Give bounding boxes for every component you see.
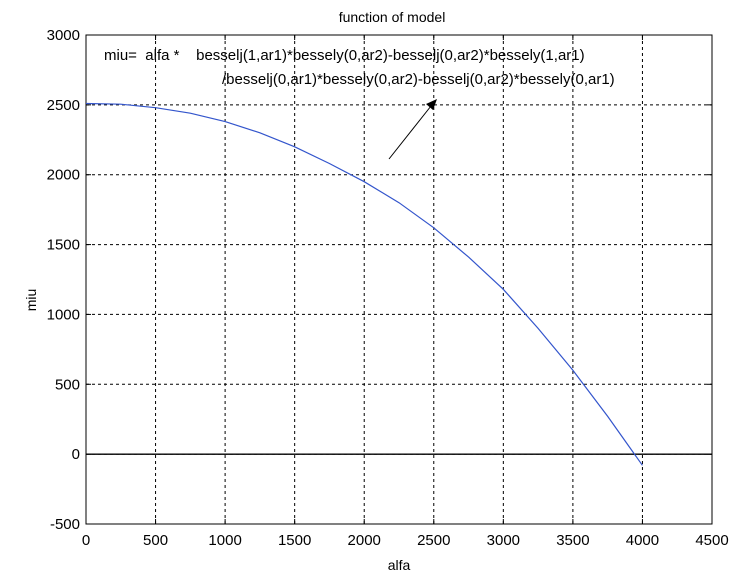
formula-line-1: miu= alfa * besselj(1,ar1)*bessely(0,ar2… [104,47,585,64]
chart-title: function of model [339,9,446,25]
x-tick-labels: 0 500 1000 1500 2000 2500 3000 3500 4000 4500 [82,532,729,549]
y-tick-label: 3000 [47,27,80,44]
tick-marks [85,34,713,525]
y-tick-label: 2000 [47,167,80,184]
x-tick-label: 1000 [208,532,241,549]
x-tick-label: 500 [143,532,168,549]
formula-line-2: /besselj(0,ar1)*bessely(0,ar2)-besselj(0… [222,71,615,88]
y-tick-label: 1500 [47,237,80,254]
annotation-arrow-shaft [388,105,432,160]
annotation-arrow-head [426,99,437,110]
plot-frame [85,34,713,525]
x-tick-label: 3500 [556,532,589,549]
x-tick-label: 2500 [417,532,450,549]
x-tick-label: 4000 [626,532,659,549]
y-tick-label: 500 [55,376,80,393]
y-tick-label: 1000 [47,306,80,323]
y-tick-labels: -500 0 500 1000 1500 2000 2500 3000 [47,27,80,533]
y-tick-label: 2500 [47,97,80,114]
x-tick-label: 0 [82,532,90,549]
x-tick-label: 1500 [278,532,311,549]
x-tick-label: 2000 [348,532,381,549]
x-tick-label: 4500 [695,532,728,549]
y-tick-label: -500 [50,516,80,533]
x-tick-label: 3000 [487,532,520,549]
y-tick-label: 0 [72,446,80,463]
series-group [85,102,643,466]
series-line [85,102,643,466]
x-axis-label: alfa [388,557,411,573]
y-axis-label: miu [23,289,39,312]
